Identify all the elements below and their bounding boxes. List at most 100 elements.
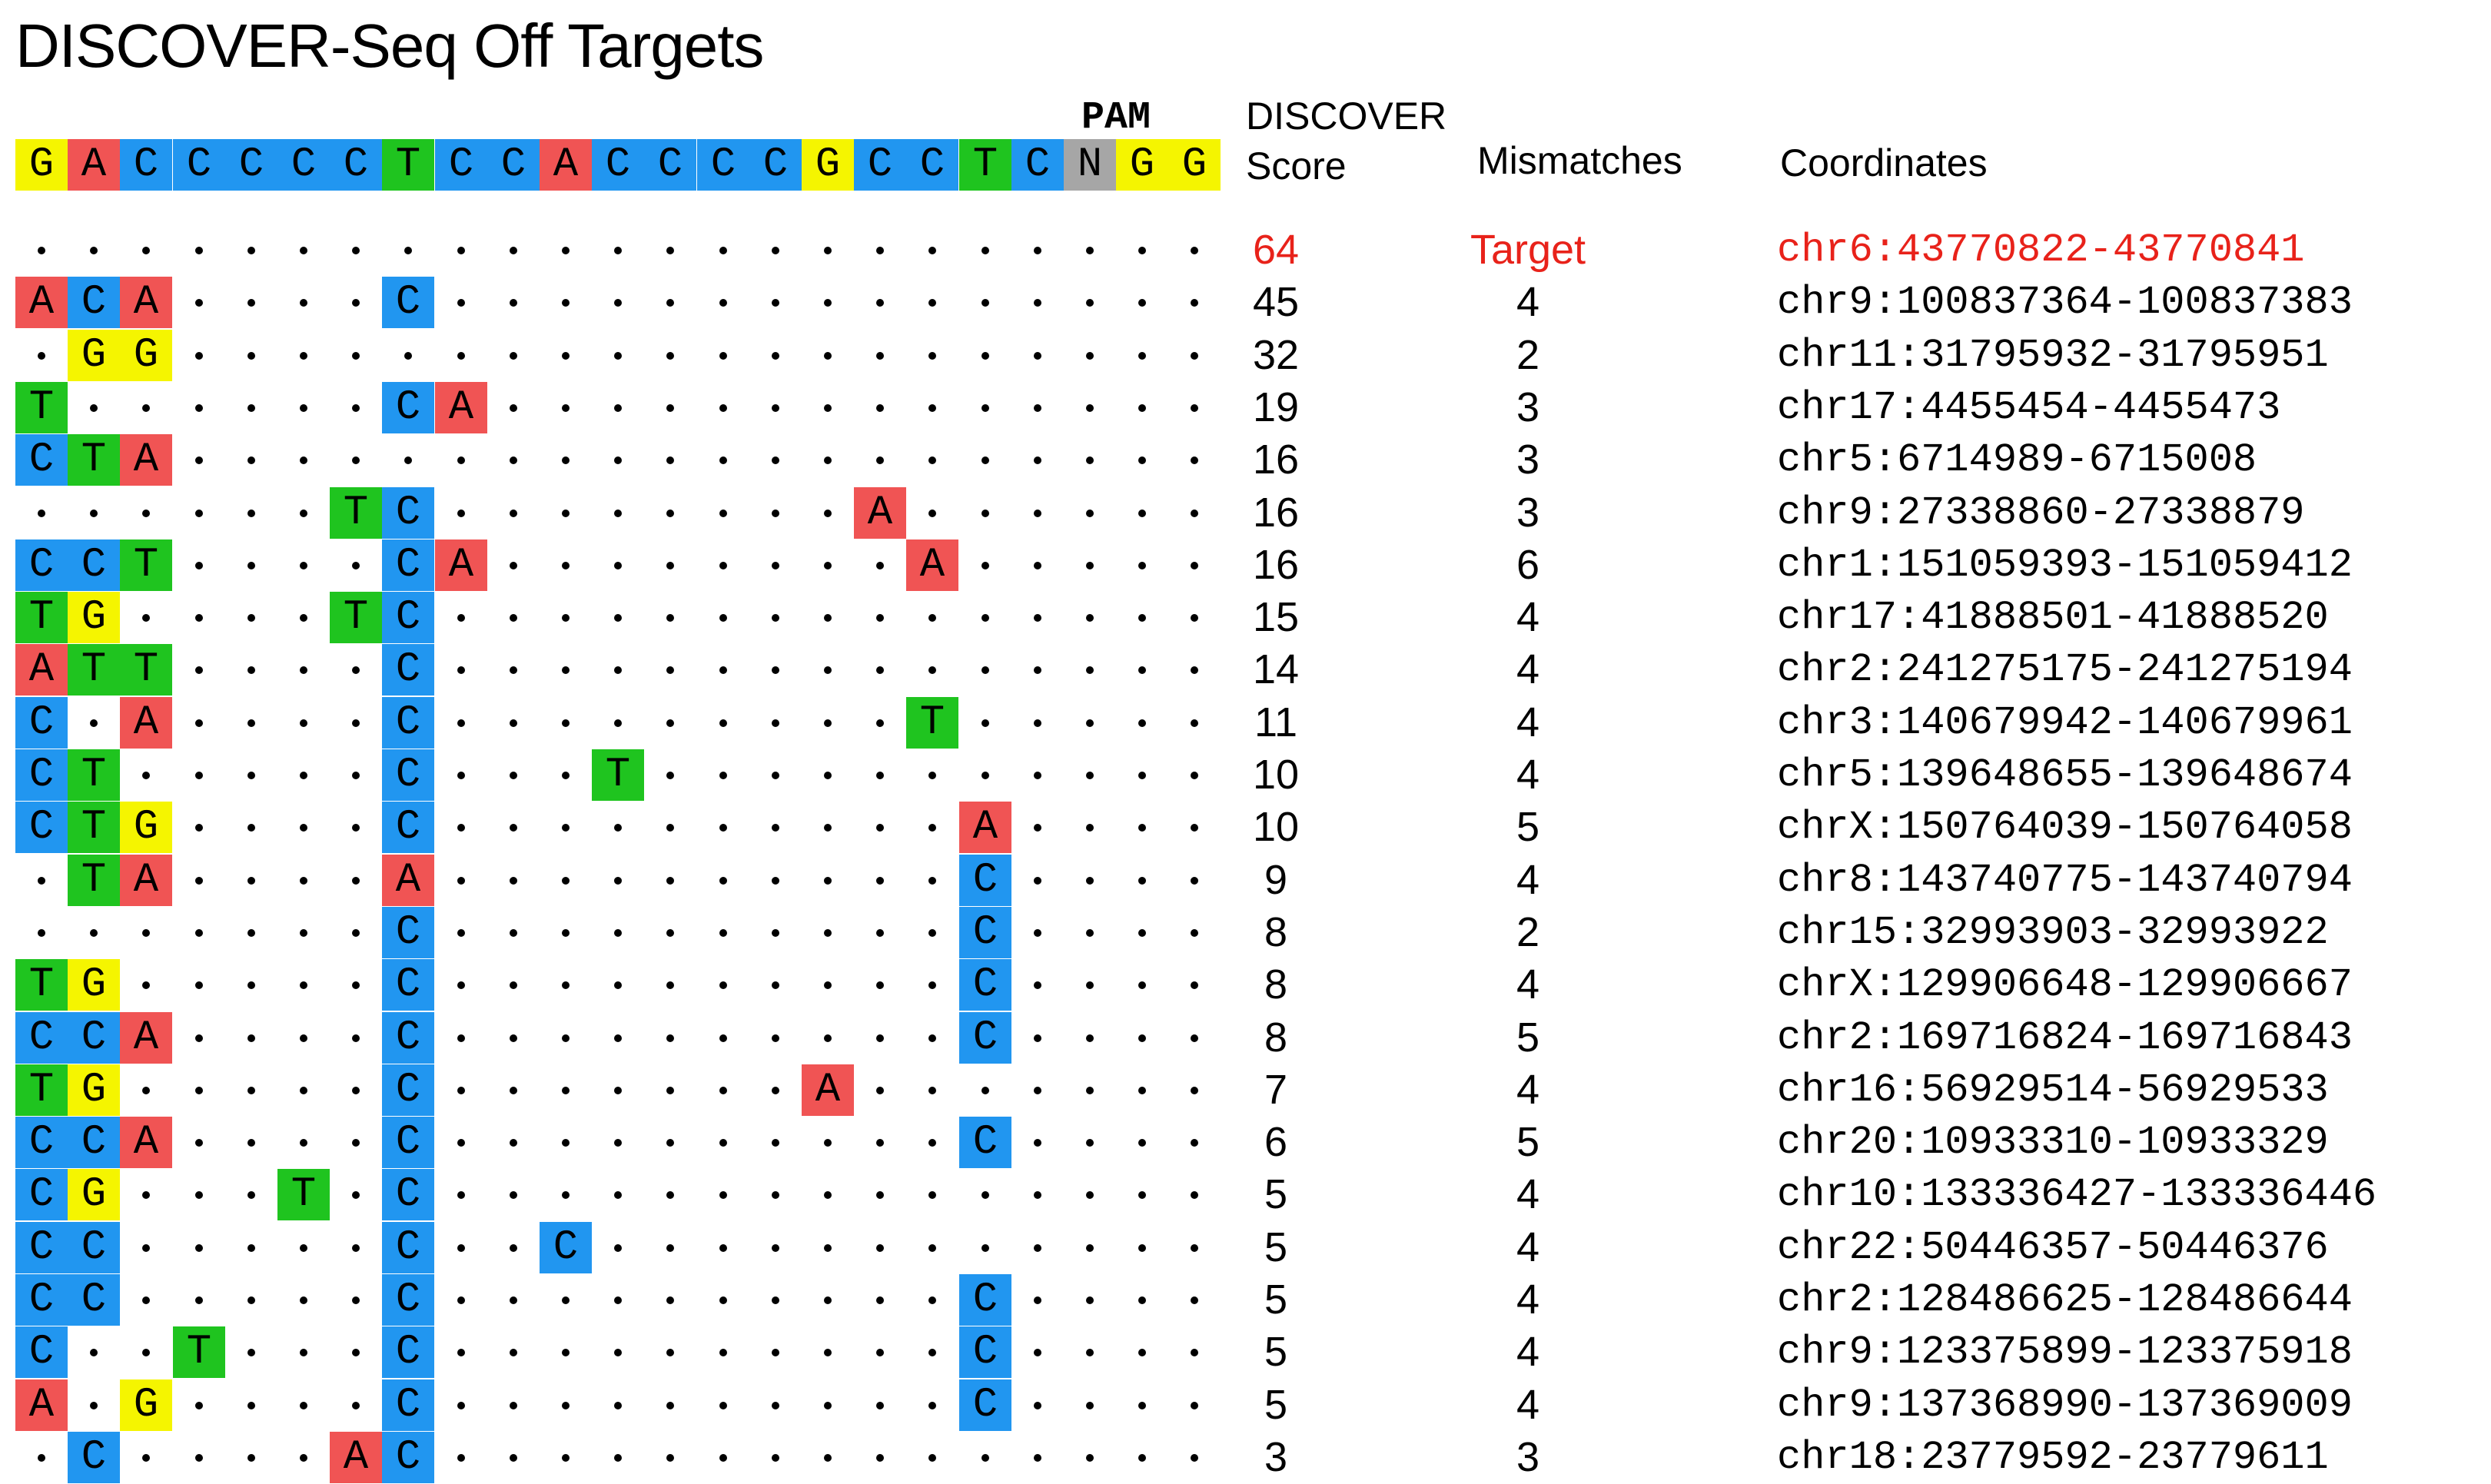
match-dot bbox=[300, 1296, 307, 1304]
match-dot bbox=[1034, 1401, 1041, 1409]
match-dot bbox=[300, 613, 307, 622]
match-dot bbox=[928, 1034, 936, 1042]
match-dot bbox=[352, 1401, 360, 1409]
reference-base: C bbox=[277, 139, 330, 191]
match-dot bbox=[614, 298, 622, 307]
match-dot bbox=[1191, 771, 1198, 779]
match-dot bbox=[300, 403, 307, 412]
match-dot bbox=[772, 666, 779, 674]
match-dot bbox=[772, 1190, 779, 1199]
match-dot bbox=[1138, 719, 1146, 727]
match-dot bbox=[510, 456, 517, 464]
match-dot bbox=[562, 351, 570, 360]
mismatch-base: C bbox=[15, 697, 68, 749]
genomic-coordinates: chr17:4455454-4455473 bbox=[1777, 385, 2281, 430]
match-dot bbox=[876, 876, 884, 885]
match-dot bbox=[1086, 1453, 1094, 1462]
match-dot bbox=[562, 1348, 570, 1356]
mismatch-count: 3 bbox=[1516, 1434, 1540, 1480]
match-dot bbox=[1086, 1243, 1094, 1252]
match-dot bbox=[928, 298, 936, 307]
match-dot bbox=[352, 561, 360, 569]
match-dot bbox=[614, 456, 622, 464]
match-dot bbox=[666, 823, 674, 832]
match-dot bbox=[1034, 666, 1041, 674]
mismatch-base: C bbox=[959, 1379, 1011, 1431]
discover-score: 16 bbox=[1252, 437, 1300, 483]
match-dot bbox=[1191, 1348, 1198, 1356]
match-dot bbox=[510, 1401, 517, 1409]
match-dot bbox=[928, 1086, 936, 1094]
match-dot bbox=[1086, 456, 1094, 464]
mismatch-base: C bbox=[382, 697, 434, 749]
match-dot bbox=[247, 613, 255, 622]
mismatch-base: T bbox=[173, 1326, 225, 1378]
match-dot bbox=[352, 1034, 360, 1042]
mismatch-base: C bbox=[959, 1117, 1011, 1168]
match-dot bbox=[1034, 981, 1041, 989]
match-dot bbox=[772, 509, 779, 517]
match-dot bbox=[1034, 403, 1041, 412]
match-dot bbox=[457, 823, 465, 832]
match-dot bbox=[772, 1034, 779, 1042]
match-dot bbox=[510, 509, 517, 517]
match-dot bbox=[772, 298, 779, 307]
mismatch-count: 4 bbox=[1516, 699, 1540, 745]
match-dot bbox=[981, 509, 989, 517]
match-dot bbox=[1034, 876, 1041, 885]
mismatch-base: T bbox=[330, 592, 382, 643]
match-dot bbox=[719, 403, 727, 412]
match-dot bbox=[247, 666, 255, 674]
match-dot bbox=[195, 403, 203, 412]
genomic-coordinates: chr9:100837364-100837383 bbox=[1777, 280, 2353, 325]
match-dot bbox=[1086, 771, 1094, 779]
match-dot bbox=[981, 771, 989, 779]
match-dot bbox=[928, 876, 936, 885]
mismatch-base: T bbox=[68, 855, 120, 906]
match-dot bbox=[1034, 561, 1041, 569]
genomic-coordinates: chr1:151059393-151059412 bbox=[1777, 543, 2353, 588]
match-dot bbox=[247, 1296, 255, 1304]
mismatch-base: T bbox=[15, 1064, 68, 1116]
discover-score: 15 bbox=[1252, 594, 1300, 640]
genomic-coordinates: chr8:143740775-143740794 bbox=[1777, 858, 2353, 903]
match-dot bbox=[195, 666, 203, 674]
genomic-coordinates: chr10:133336427-133336446 bbox=[1777, 1172, 2377, 1217]
match-dot bbox=[614, 1034, 622, 1042]
match-dot bbox=[562, 666, 570, 674]
mismatch-base: C bbox=[382, 749, 434, 801]
match-dot bbox=[562, 823, 570, 832]
match-dot bbox=[300, 456, 307, 464]
mismatch-base: C bbox=[68, 1274, 120, 1326]
mismatch-base: C bbox=[382, 1222, 434, 1273]
match-dot bbox=[719, 719, 727, 727]
match-dot bbox=[876, 1453, 884, 1462]
match-dot bbox=[1034, 1348, 1041, 1356]
mismatch-base: G bbox=[68, 330, 120, 381]
discover-score: 8 bbox=[1264, 1014, 1288, 1061]
match-dot bbox=[824, 1034, 832, 1042]
match-dot bbox=[772, 1453, 779, 1462]
match-dot bbox=[510, 613, 517, 622]
match-dot bbox=[1034, 1034, 1041, 1042]
match-dot bbox=[247, 1348, 255, 1356]
match-dot bbox=[928, 1190, 936, 1199]
match-dot bbox=[1138, 823, 1146, 832]
match-dot bbox=[928, 666, 936, 674]
match-dot bbox=[195, 509, 203, 517]
reference-base: C bbox=[592, 139, 644, 191]
mismatch-count: 4 bbox=[1516, 1224, 1540, 1270]
match-dot bbox=[1191, 1086, 1198, 1094]
match-dot bbox=[1034, 771, 1041, 779]
match-dot bbox=[1138, 509, 1146, 517]
match-dot bbox=[1138, 1453, 1146, 1462]
mismatch-base: C bbox=[382, 1326, 434, 1378]
score-header-line1: DISCOVER bbox=[1246, 95, 1447, 138]
match-dot bbox=[195, 298, 203, 307]
reference-base: C bbox=[644, 139, 696, 191]
match-dot bbox=[614, 981, 622, 989]
match-dot bbox=[614, 928, 622, 937]
match-dot bbox=[719, 771, 727, 779]
match-dot bbox=[981, 1243, 989, 1252]
match-dot bbox=[772, 1401, 779, 1409]
